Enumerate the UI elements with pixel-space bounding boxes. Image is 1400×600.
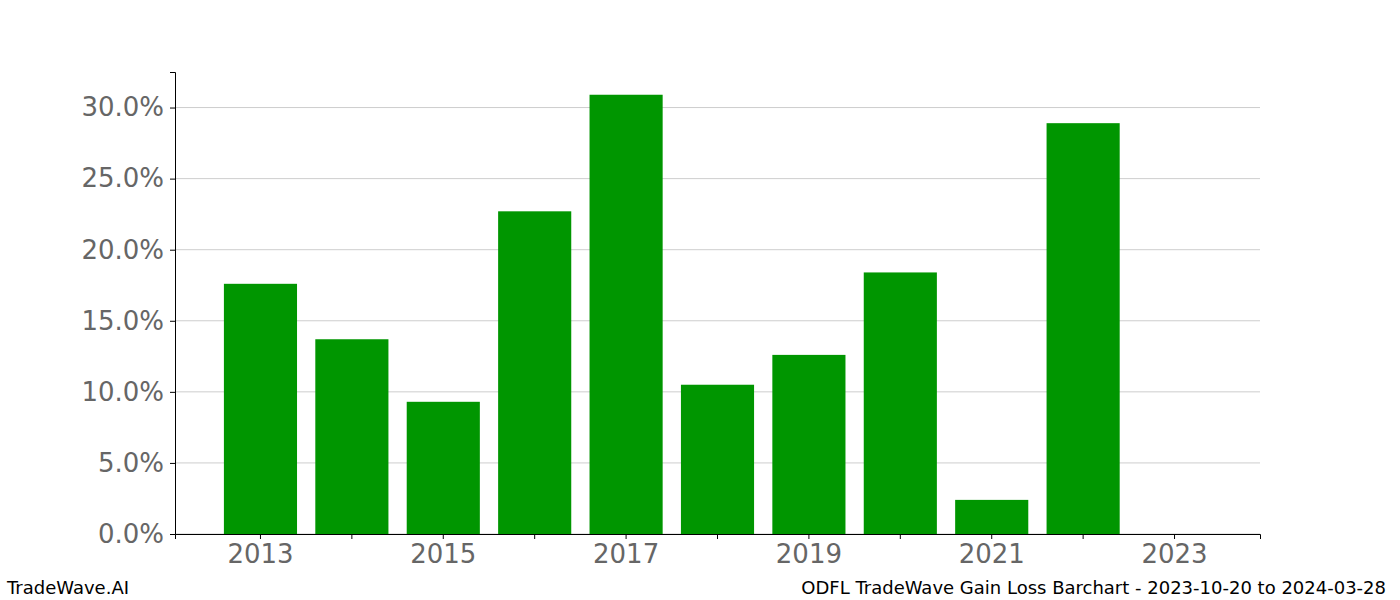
y-axis-line — [170, 73, 176, 535]
x-tick — [900, 534, 901, 539]
x-tick-mark — [991, 534, 992, 539]
chart: 2013 2015 2017 2019 2021 2023 0.0% 5.0% 10.0% 15.… — [0, 0, 1400, 600]
x-tick-label: 2023 — [1141, 539, 1207, 569]
x-tick: 2019 — [776, 534, 842, 569]
title: ODFL TradeWave Gain Loss Barchart - 2023… — [801, 577, 1386, 598]
x-axis-line — [176, 535, 1261, 540]
y-tick: 10.0% — [81, 377, 175, 407]
y-tick-label: 15.0% — [81, 306, 164, 336]
watermark: TradeWave.AI — [6, 577, 129, 598]
x-tick-mark — [626, 534, 627, 539]
bar — [590, 95, 663, 534]
y-tick-label: 30.0% — [81, 92, 164, 122]
grid-line — [175, 107, 1260, 108]
bar — [1047, 123, 1120, 534]
x-tick: 2017 — [593, 534, 659, 569]
x-axis: 2013 2015 2017 2019 2021 2023 — [176, 534, 1261, 569]
x-tick: 2021 — [959, 534, 1025, 569]
x-tick-mark — [717, 534, 718, 539]
y-tick: 15.0% — [81, 306, 175, 336]
bar — [864, 272, 937, 534]
y-tick-label: 20.0% — [81, 235, 164, 265]
y-axis: 0.0% 5.0% 10.0% 15.0% 20.0% 25.0% 30.0% — [81, 73, 175, 549]
x-tick: 2015 — [410, 534, 476, 569]
y-tick: 5.0% — [98, 448, 175, 478]
y-tick: 20.0% — [81, 235, 175, 265]
x-tick: 2013 — [227, 534, 293, 569]
x-tick-mark — [1083, 534, 1084, 539]
y-tick-label: 10.0% — [81, 377, 164, 407]
y-tick-mark — [170, 250, 175, 251]
x-tick-mark — [260, 534, 261, 539]
x-tick — [717, 534, 718, 539]
x-tick-mark — [443, 534, 444, 539]
y-tick-label: 0.0% — [98, 519, 164, 549]
grid — [175, 108, 1260, 534]
x-tick — [534, 534, 535, 539]
bar — [681, 385, 754, 534]
x-tick-mark — [351, 534, 352, 539]
y-tick-mark — [170, 463, 175, 464]
bar — [1138, 534, 1211, 535]
y-tick: 30.0% — [81, 92, 175, 122]
bar — [315, 339, 388, 534]
x-tick-label: 2019 — [776, 539, 842, 569]
y-tick-label: 25.0% — [81, 163, 164, 193]
y-tick: 0.0% — [98, 519, 175, 549]
x-tick-mark — [534, 534, 535, 539]
y-tick-mark — [170, 108, 175, 109]
x-tick-label: 2017 — [593, 539, 659, 569]
x-tick-label: 2013 — [227, 539, 293, 569]
bar — [407, 402, 480, 534]
y-tick-mark — [170, 179, 175, 180]
bar — [498, 211, 571, 534]
y-tick: 25.0% — [81, 163, 175, 193]
x-tick-mark — [900, 534, 901, 539]
x-tick — [1083, 534, 1084, 539]
x-tick-label: 2015 — [410, 539, 476, 569]
x-tick-label: 2021 — [959, 539, 1025, 569]
bar — [224, 284, 297, 534]
x-tick — [351, 534, 352, 539]
x-tick-mark — [1174, 534, 1175, 539]
y-tick-mark — [170, 321, 175, 322]
bar — [772, 355, 845, 534]
bar — [955, 500, 1028, 534]
y-tick-label: 5.0% — [98, 448, 164, 478]
bars — [224, 95, 1120, 534]
y-tick-mark — [170, 534, 175, 535]
y-tick-mark — [170, 392, 175, 393]
x-tick: 2023 — [1141, 534, 1207, 569]
x-tick-mark — [808, 534, 809, 539]
